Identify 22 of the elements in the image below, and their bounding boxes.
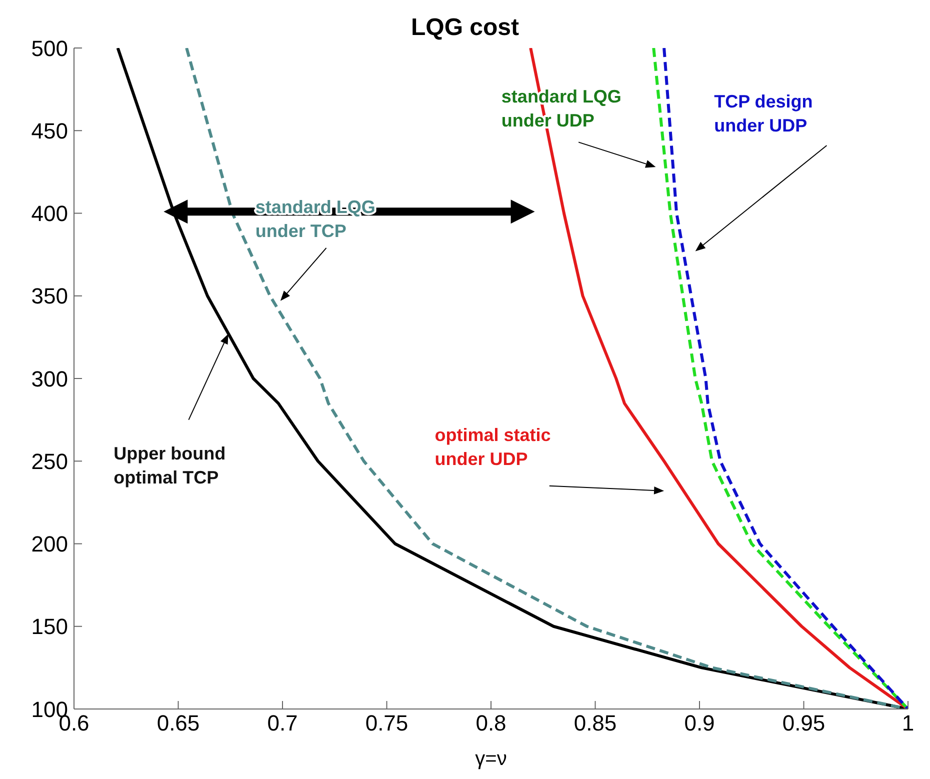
x-tick-label: 1 bbox=[902, 710, 914, 736]
text: optimal static under UDP bbox=[434, 425, 551, 470]
y-tick-label: 350 bbox=[31, 284, 68, 309]
x-tick-label: 0.65 bbox=[156, 710, 200, 736]
x-tick-label: 0.7 bbox=[267, 710, 298, 736]
text: TCP design under UDP bbox=[714, 91, 813, 136]
y-tick-label: 400 bbox=[31, 201, 68, 226]
text: Upper bound optimal TCP bbox=[114, 443, 226, 488]
x-tick-label: 0.9 bbox=[684, 710, 715, 736]
y-tick-label: 200 bbox=[31, 532, 68, 557]
x-tick-label: 0.8 bbox=[476, 710, 506, 736]
y-tick-label: 300 bbox=[31, 366, 68, 392]
x-tick-label: 0.95 bbox=[782, 710, 826, 736]
series-label: standard LQG under TCP bbox=[255, 197, 376, 242]
y-tick-label: 150 bbox=[31, 614, 68, 640]
x-axis-title: γ=ν bbox=[475, 748, 507, 770]
y-tick-label: 500 bbox=[31, 36, 68, 61]
chart-title: LQG cost bbox=[410, 14, 519, 41]
x-tick-label: 0.75 bbox=[365, 710, 408, 736]
x-tick-label: 0.85 bbox=[574, 710, 617, 736]
y-tick-label: 450 bbox=[31, 118, 68, 144]
y-tick-label: 250 bbox=[31, 448, 68, 474]
